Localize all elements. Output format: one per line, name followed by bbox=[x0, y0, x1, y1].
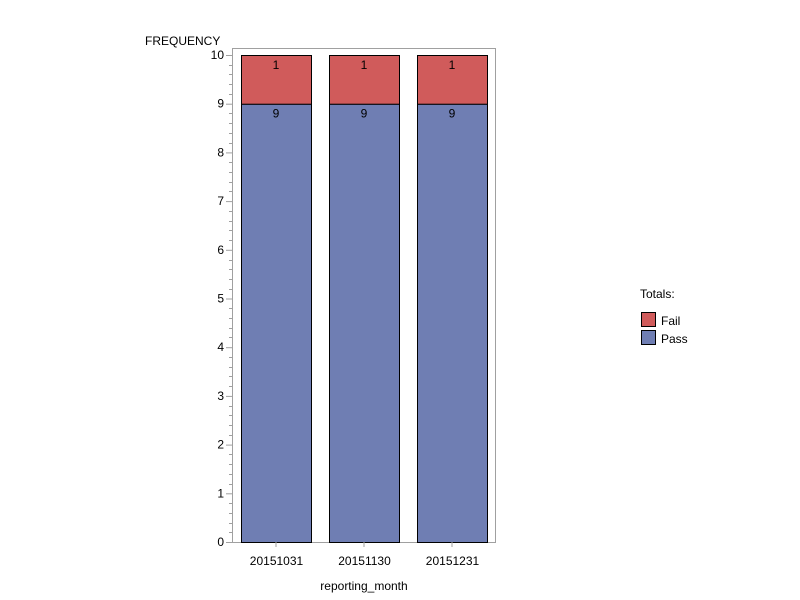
data-label: 1 bbox=[361, 58, 368, 72]
legend-swatch-fail bbox=[641, 312, 656, 327]
bar-fail-20151231 bbox=[417, 55, 488, 105]
x-tick-label: 20151130 bbox=[338, 554, 391, 568]
y-tick-label: 3 bbox=[217, 389, 224, 403]
x-axis-label: reporting_month bbox=[320, 579, 407, 593]
y-tick-label: 5 bbox=[217, 292, 224, 306]
x-tick-label: 20151231 bbox=[426, 554, 480, 568]
legend-label-fail: Fail bbox=[661, 314, 680, 328]
bar-pass-20151231 bbox=[417, 103, 488, 543]
y-tick-label: 10 bbox=[211, 48, 225, 62]
bar-pass-20151031 bbox=[241, 103, 312, 543]
y-tick-label: 0 bbox=[217, 535, 224, 549]
bar-fail-20151031 bbox=[241, 55, 312, 105]
y-tick-label: 8 bbox=[217, 145, 224, 159]
legend-label-pass: Pass bbox=[661, 332, 688, 346]
bar-pass-20151130 bbox=[329, 103, 400, 543]
y-tick-label: 1 bbox=[217, 486, 224, 500]
legend-swatch-pass bbox=[641, 330, 656, 345]
y-axis-label: FREQUENCY bbox=[145, 34, 220, 48]
data-label: 1 bbox=[449, 58, 456, 72]
data-label: 9 bbox=[273, 107, 280, 121]
y-tick-label: 7 bbox=[217, 194, 224, 208]
y-tick-label: 9 bbox=[217, 97, 224, 111]
data-label: 9 bbox=[449, 107, 456, 121]
y-tick-label: 6 bbox=[217, 243, 224, 257]
bar-fail-20151130 bbox=[329, 55, 400, 105]
x-tick-label: 20151031 bbox=[250, 554, 304, 568]
data-label: 9 bbox=[361, 107, 368, 121]
y-tick-label: 4 bbox=[217, 340, 224, 354]
data-label: 1 bbox=[273, 58, 280, 72]
legend-title: Totals: bbox=[640, 287, 675, 301]
y-tick-label: 2 bbox=[217, 438, 224, 452]
